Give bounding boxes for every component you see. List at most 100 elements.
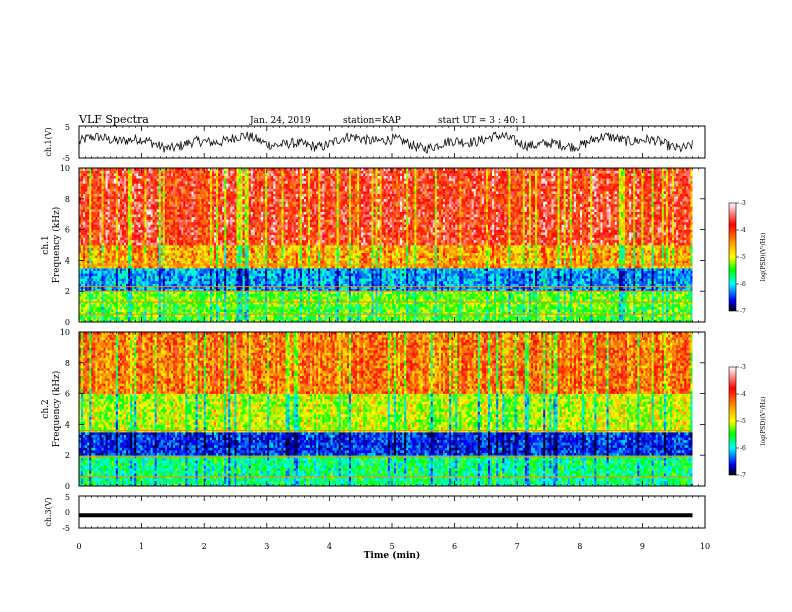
spectrogram-cell xyxy=(353,309,355,312)
spectrogram-cell xyxy=(400,309,402,312)
spectrogram-cell xyxy=(308,317,310,320)
spectrogram-cell xyxy=(668,317,670,320)
spectrogram-cell xyxy=(97,309,99,312)
spectrogram-cell xyxy=(204,309,206,312)
spectrogram-cell xyxy=(672,317,674,320)
spectrogram-cell xyxy=(647,317,649,320)
spectrogram-cell xyxy=(414,309,416,312)
spectrogram-cell xyxy=(196,309,198,312)
spectrogram-cell xyxy=(308,309,310,312)
spectrogram-cell xyxy=(212,317,214,320)
spectrogram-cell xyxy=(666,317,668,320)
spectrogram-cell xyxy=(81,309,83,312)
spectrogram-cell xyxy=(318,309,320,312)
spectrogram-cell xyxy=(525,309,527,312)
spectrogram-cell xyxy=(553,317,555,320)
spectrogram-cell xyxy=(257,309,259,312)
start-time-label: start UT = 3 : 40: 1 xyxy=(438,116,527,126)
spectrogram-cell xyxy=(251,309,253,312)
spectrogram-cell xyxy=(535,309,537,312)
spectrogram-cell xyxy=(245,317,247,320)
spectrogram-cell xyxy=(443,317,445,320)
spectrogram-cell xyxy=(122,317,124,320)
spectrogram-cell xyxy=(318,317,320,320)
spectrogram-cell xyxy=(376,309,378,312)
spectrogram-cell xyxy=(547,317,549,320)
spectrogram-cell xyxy=(621,317,623,320)
ch1-spectrogram-image xyxy=(79,168,705,322)
spectrogram-cell xyxy=(416,309,418,312)
spectrogram-cell xyxy=(363,309,365,312)
spectrogram-cell xyxy=(310,309,312,312)
spectrogram-cell xyxy=(326,309,328,312)
spectrogram-cell xyxy=(496,309,498,312)
spectrogram-cell xyxy=(412,317,414,320)
spectrogram-cell xyxy=(378,309,380,312)
spectrogram-cell xyxy=(337,317,339,320)
spectrogram-cell xyxy=(519,317,521,320)
spectrogram-cell xyxy=(521,309,523,312)
spectrogram-cell xyxy=(359,309,361,312)
spectrogram-cell xyxy=(142,309,144,312)
spectrogram-cell xyxy=(187,309,189,312)
spectrogram-cell xyxy=(279,309,281,312)
spectrogram-cell xyxy=(161,309,163,312)
spectrogram-cell xyxy=(185,309,187,312)
spectrogram-cell xyxy=(423,317,425,320)
spectrogram-cell xyxy=(128,317,130,320)
spectrogram-cell xyxy=(259,317,261,320)
spectrogram-cell xyxy=(445,309,447,312)
spectrogram-cell xyxy=(271,317,273,320)
spectrogram-cell xyxy=(146,309,148,312)
spectrogram-cell xyxy=(625,317,627,320)
spectrogram-cell xyxy=(210,317,212,320)
spectrogram-cell xyxy=(451,317,453,320)
spectrogram-cell xyxy=(101,309,103,312)
spectrogram-cell xyxy=(590,317,592,320)
spectrogram-cell xyxy=(605,317,607,320)
spectrogram-cell xyxy=(296,309,298,312)
spectrogram-cell xyxy=(521,317,523,320)
spectrogram-cell xyxy=(236,317,238,320)
spectrogram-cell xyxy=(639,317,641,320)
spectrogram-cell xyxy=(110,317,112,320)
spectrogram-cell xyxy=(302,317,304,320)
spectrogram-cell xyxy=(406,309,408,312)
spectrogram-cell xyxy=(508,317,510,320)
spectrogram-cell xyxy=(200,317,202,320)
spectrogram-cell xyxy=(202,309,204,312)
spectrogram-cell xyxy=(220,309,222,312)
spectrogram-cell xyxy=(208,309,210,312)
spectrogram-cell xyxy=(453,309,455,312)
spectrogram-cell xyxy=(474,317,476,320)
spectrogram-cell xyxy=(194,317,196,320)
spectrogram-cell xyxy=(290,317,292,320)
spectrogram-cell xyxy=(406,317,408,320)
spectrogram-cell xyxy=(664,317,666,320)
spectrogram-cell xyxy=(187,317,189,320)
spectrogram-cell xyxy=(390,309,392,312)
spectrogram-cell xyxy=(527,309,529,312)
spectrogram-cell xyxy=(470,309,472,312)
spectrogram-cell xyxy=(234,309,236,312)
spectrogram-cell xyxy=(455,317,457,320)
spectrogram-cell xyxy=(175,317,177,320)
spectrogram-cell xyxy=(253,317,255,320)
spectrogram-cell xyxy=(380,317,382,320)
spectrogram-cell xyxy=(249,317,251,320)
spectrogram-cell xyxy=(431,317,433,320)
spectrogram-cell xyxy=(367,309,369,312)
spectrogram-cell xyxy=(480,309,482,312)
spectrogram-cell xyxy=(437,309,439,312)
spectrogram-cell xyxy=(504,309,506,312)
spectrogram-cell xyxy=(339,309,341,312)
spectrogram-cell xyxy=(134,309,136,312)
spectrogram-cell xyxy=(138,317,140,320)
spectrogram-cell xyxy=(476,309,478,312)
spectrogram-cell xyxy=(617,317,619,320)
spectrogram-cell xyxy=(496,317,498,320)
spectrogram-cell xyxy=(95,309,97,312)
spectrogram-cell xyxy=(333,309,335,312)
spectrogram-cell xyxy=(476,317,478,320)
spectrogram-cell xyxy=(690,317,692,320)
